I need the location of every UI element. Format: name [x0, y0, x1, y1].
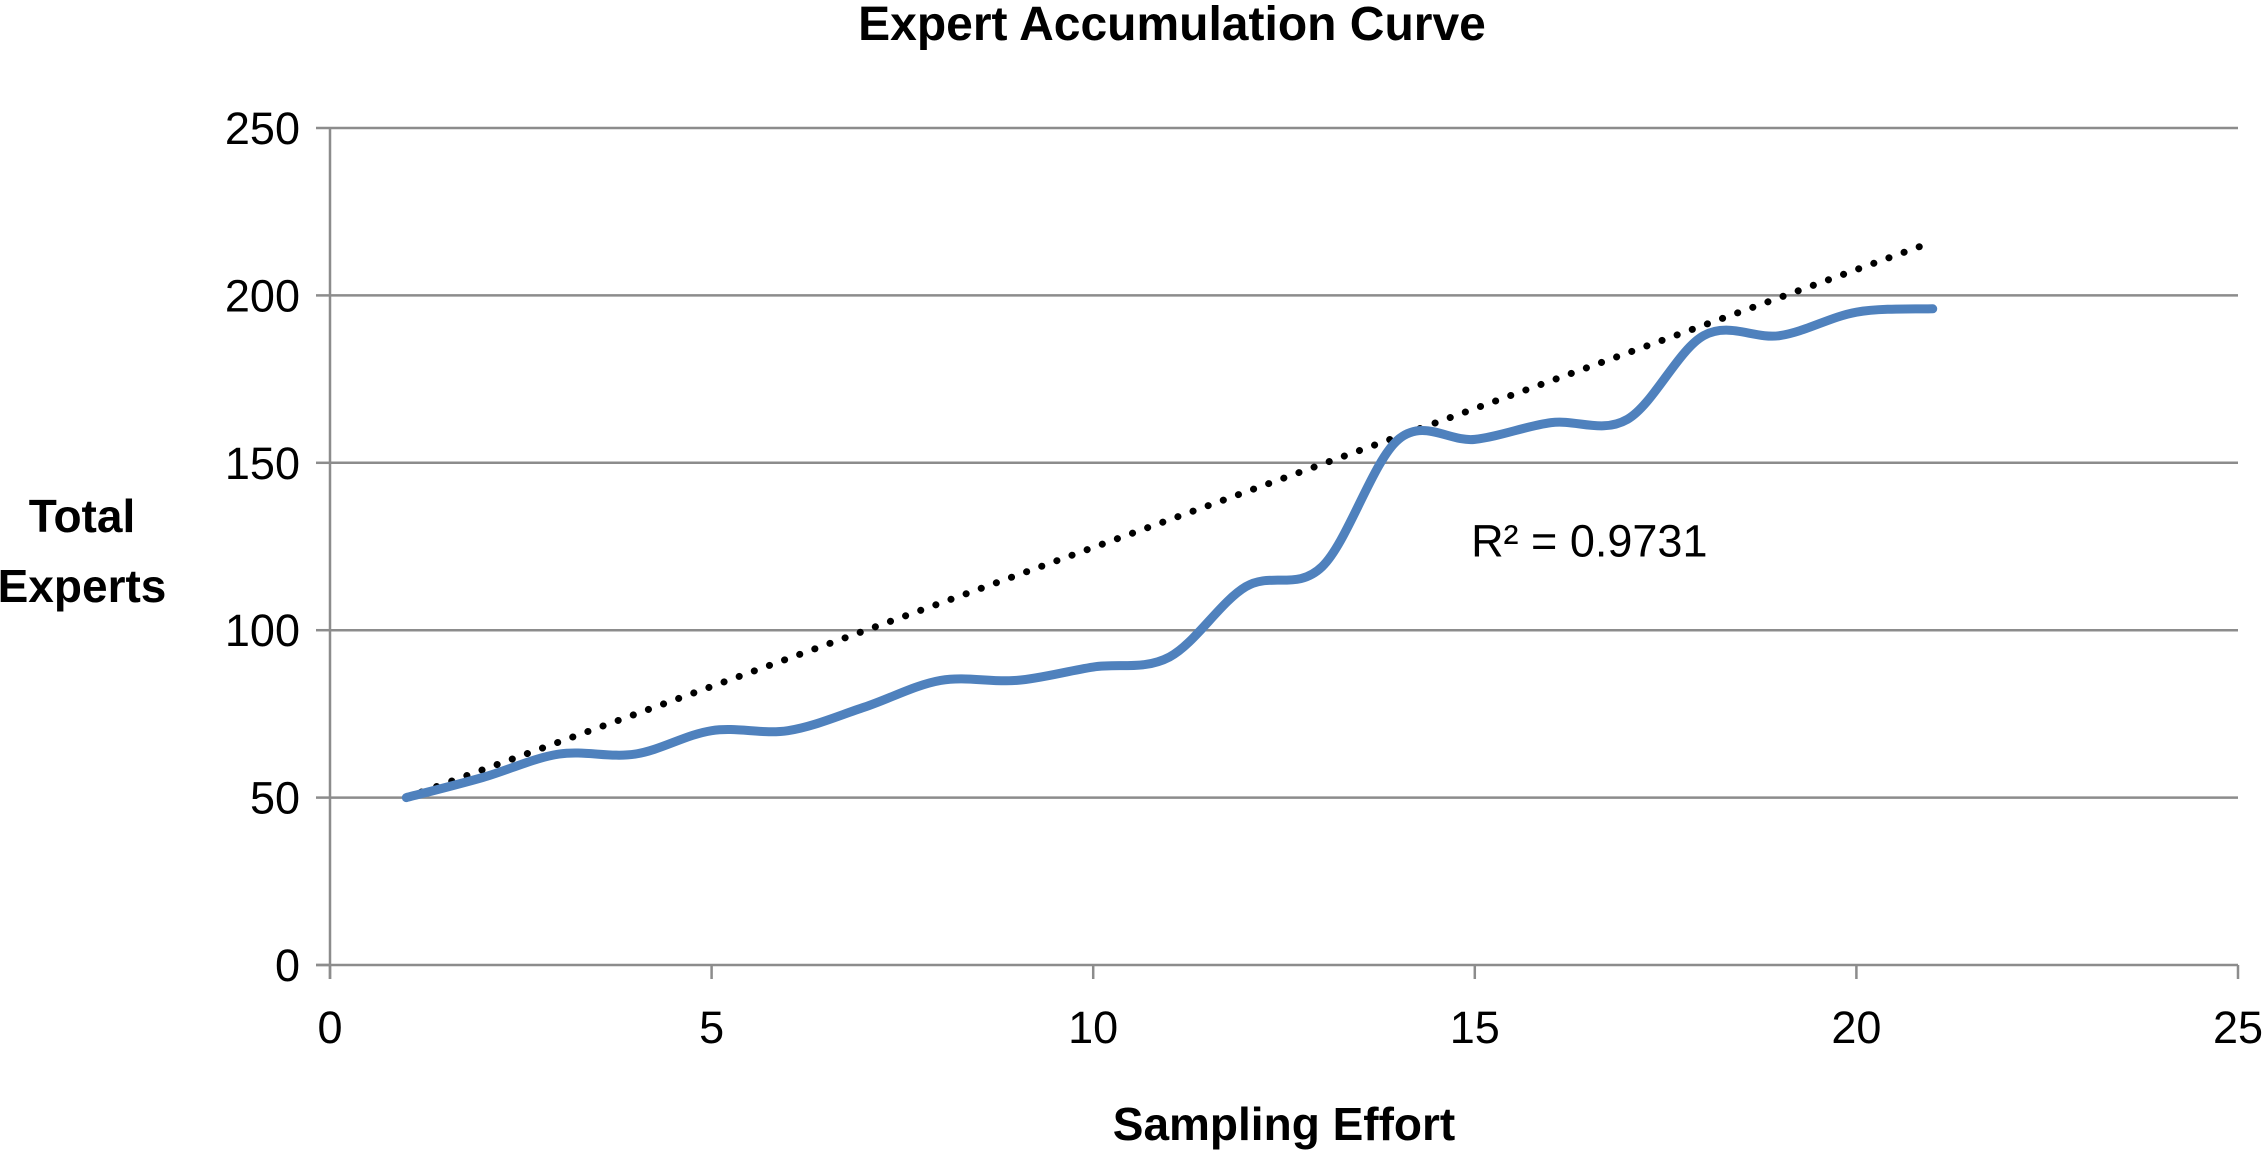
y-tick-label: 0	[275, 940, 300, 991]
r-squared-annotation: R² = 0.9731	[1471, 516, 1707, 567]
y-axis-label-line: Experts	[0, 560, 166, 612]
series-line-0	[401, 304, 1938, 803]
y-tick-label: 150	[225, 438, 300, 489]
chart-title: Expert Accumulation Curve	[858, 0, 1486, 51]
y-tick-label: 100	[225, 605, 300, 656]
x-tick-label: 0	[317, 1002, 342, 1053]
y-axis-label-line: Total	[29, 490, 135, 542]
x-tick-label: 25	[2213, 1002, 2263, 1053]
grid-lines	[330, 126, 2238, 799]
x-tick-label: 15	[1450, 1002, 1500, 1053]
trendline-layer	[402, 238, 1937, 802]
trendline	[402, 238, 1937, 802]
x-tick-label: 10	[1068, 1002, 1118, 1053]
series-layer	[401, 304, 1938, 803]
y-tick-label: 250	[225, 103, 300, 154]
axes	[316, 126, 2240, 979]
y-tick-label: 200	[225, 270, 300, 321]
y-tick-label: 50	[250, 773, 300, 824]
x-axis-label: Sampling Effort	[1113, 1098, 1455, 1150]
x-tick-label: 5	[699, 1002, 724, 1053]
x-tick-label: 20	[1831, 1002, 1881, 1053]
